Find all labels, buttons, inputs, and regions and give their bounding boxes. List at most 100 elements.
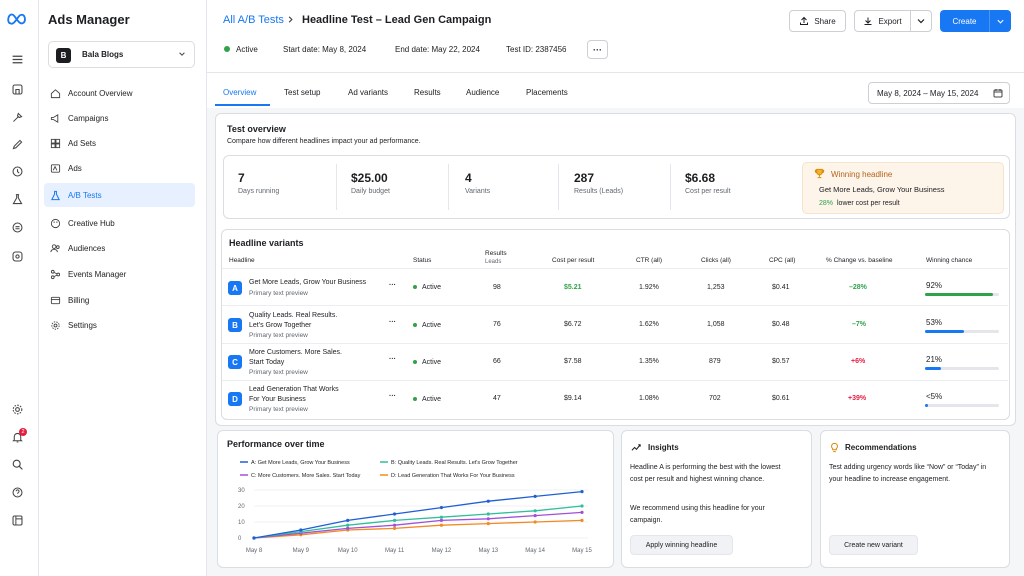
gear-icon[interactable] bbox=[9, 401, 25, 417]
account-selector[interactable]: B Bala Blogs bbox=[48, 41, 195, 68]
start-date: Start date: May 8, 2024 bbox=[283, 45, 367, 54]
data-point bbox=[346, 518, 350, 522]
breadcrumb-link[interactable]: All A/B Tests bbox=[223, 14, 284, 26]
sidebar-item-account-overview[interactable]: Account Overview bbox=[44, 81, 195, 105]
row-more-icon[interactable]: ··· bbox=[389, 282, 396, 289]
home-icon bbox=[50, 88, 61, 98]
create-button[interactable]: Create bbox=[940, 10, 989, 32]
variant-cpr: $6.72 bbox=[564, 321, 582, 328]
winning-headline-text: Get More Leads, Grow Your Business bbox=[819, 185, 945, 194]
x-tick-label: May 15 bbox=[572, 548, 592, 554]
sidebar-item-creative-hub[interactable]: Creative Hub bbox=[44, 211, 195, 235]
col-results: Results bbox=[485, 250, 507, 257]
variant-results: 66 bbox=[493, 358, 501, 365]
performance-card bbox=[217, 430, 614, 568]
row-more-icon[interactable]: ··· bbox=[389, 319, 396, 326]
row-more-icon[interactable]: ··· bbox=[389, 356, 396, 363]
panel-icon[interactable] bbox=[9, 512, 25, 528]
tab-placements[interactable]: Placements bbox=[526, 88, 568, 97]
variant-status: Active bbox=[413, 396, 441, 403]
stat-budget-label: Daily budget bbox=[351, 188, 390, 195]
create-new-variant-button[interactable]: Create new variant bbox=[829, 535, 918, 555]
variant-subtext: Primary text preview bbox=[249, 369, 308, 376]
sidebar-item-ads[interactable]: Ads bbox=[44, 156, 195, 180]
insights-recommendation: We recommend using this headline for you… bbox=[630, 505, 765, 524]
apply-winning-headline-button[interactable]: Apply winning headline bbox=[630, 535, 733, 555]
data-point bbox=[346, 526, 350, 530]
tab-results[interactable]: Results bbox=[414, 88, 441, 97]
sidebar-item-audiences[interactable]: Audiences bbox=[44, 236, 195, 260]
clock-icon[interactable] bbox=[9, 163, 25, 179]
variant-clicks: 1,253 bbox=[707, 284, 725, 291]
more-options-button[interactable]: ··· bbox=[587, 40, 608, 59]
performance-title: Performance over time bbox=[227, 439, 325, 449]
data-point bbox=[439, 515, 444, 519]
meta-logo[interactable] bbox=[7, 12, 29, 26]
chevron-down-icon bbox=[917, 19, 925, 24]
col-headline: Headline bbox=[229, 257, 255, 264]
rail-divider bbox=[38, 0, 39, 576]
stat-cpr-value: $6.68 bbox=[685, 171, 716, 185]
app-title: Ads Manager bbox=[48, 12, 130, 27]
export-dropdown-button[interactable] bbox=[910, 10, 932, 32]
variant-cpr: $5.21 bbox=[564, 284, 582, 291]
y-tick-label: 20 bbox=[238, 504, 245, 510]
share-button[interactable]: Share bbox=[789, 10, 846, 32]
sidebar-item-billing[interactable]: Billing bbox=[44, 288, 195, 312]
variant-status: Active bbox=[413, 322, 441, 329]
data-point bbox=[580, 518, 584, 522]
settings-rail-icon[interactable] bbox=[9, 248, 25, 264]
recommendations-text: Test adding urgency words like “Now” or … bbox=[829, 464, 987, 483]
winning-chance-bar bbox=[925, 330, 999, 333]
chevron-down-icon bbox=[178, 50, 186, 60]
data-point bbox=[486, 517, 490, 521]
account-avatar: B bbox=[56, 48, 71, 63]
create-dropdown-button[interactable] bbox=[989, 10, 1011, 32]
help-icon[interactable] bbox=[9, 484, 25, 500]
overview-subtitle: Compare how different headlines impact y… bbox=[227, 138, 421, 145]
sidebar-item-events-manager[interactable]: Events Manager bbox=[44, 262, 195, 286]
megaphone-icon bbox=[50, 113, 59, 123]
series-line bbox=[253, 490, 583, 539]
sidebar-item-label: Creative Hub bbox=[68, 218, 115, 228]
tab-ad-variants[interactable]: Ad variants bbox=[348, 88, 389, 97]
date-range-picker[interactable]: May 8, 2024 – May 15, 2024 bbox=[868, 82, 1010, 104]
test-id: Test ID: 2387456 bbox=[506, 45, 567, 54]
row-divider bbox=[222, 380, 1008, 381]
data-point bbox=[299, 528, 303, 532]
pencil-icon[interactable] bbox=[9, 136, 25, 152]
data-point bbox=[580, 490, 584, 494]
sidebar-item-label: Audiences bbox=[68, 243, 106, 253]
chevron-down-icon bbox=[997, 19, 1004, 24]
header-divider bbox=[207, 72, 1024, 73]
sidebar-item-ab-tests[interactable]: A/B Tests bbox=[44, 183, 195, 207]
variant-headline: Quality Leads. Real Results. bbox=[249, 312, 338, 319]
notification-badge: 2 bbox=[19, 428, 27, 436]
search-icon[interactable] bbox=[9, 456, 25, 472]
calendar-icon bbox=[993, 89, 1003, 98]
sidebar-item-campaigns[interactable]: Campaigns bbox=[44, 106, 195, 130]
tab-test-setup[interactable]: Test setup bbox=[284, 88, 321, 97]
tab-overview[interactable]: Overview bbox=[223, 88, 257, 97]
tab-audience[interactable]: Audience bbox=[466, 88, 500, 97]
export-button[interactable]: Export bbox=[854, 10, 911, 32]
sidebar-item-label: Events Manager bbox=[68, 269, 127, 279]
grid-icon bbox=[50, 138, 61, 148]
variant-clicks: 879 bbox=[709, 358, 721, 365]
sidebar-item-settings[interactable]: Settings bbox=[44, 313, 195, 337]
headline-variants-card bbox=[221, 229, 1010, 420]
dashboard-icon[interactable] bbox=[9, 81, 25, 97]
data-point bbox=[439, 523, 444, 527]
data-point bbox=[392, 512, 397, 516]
tools-icon[interactable] bbox=[9, 109, 25, 125]
menu-icon[interactable] bbox=[9, 51, 25, 67]
list-icon[interactable] bbox=[9, 219, 25, 235]
stat-divider bbox=[448, 164, 449, 210]
sidebar-item-ad-sets[interactable]: Ad Sets bbox=[44, 131, 195, 155]
flask-rail-icon[interactable] bbox=[9, 191, 25, 207]
row-more-icon[interactable]: ··· bbox=[389, 393, 396, 400]
winning-chance-bar bbox=[925, 293, 999, 296]
status-text: Active bbox=[236, 45, 258, 54]
x-tick-label: May 9 bbox=[293, 548, 310, 554]
col-cost-per-result: Cost per result bbox=[552, 257, 595, 264]
